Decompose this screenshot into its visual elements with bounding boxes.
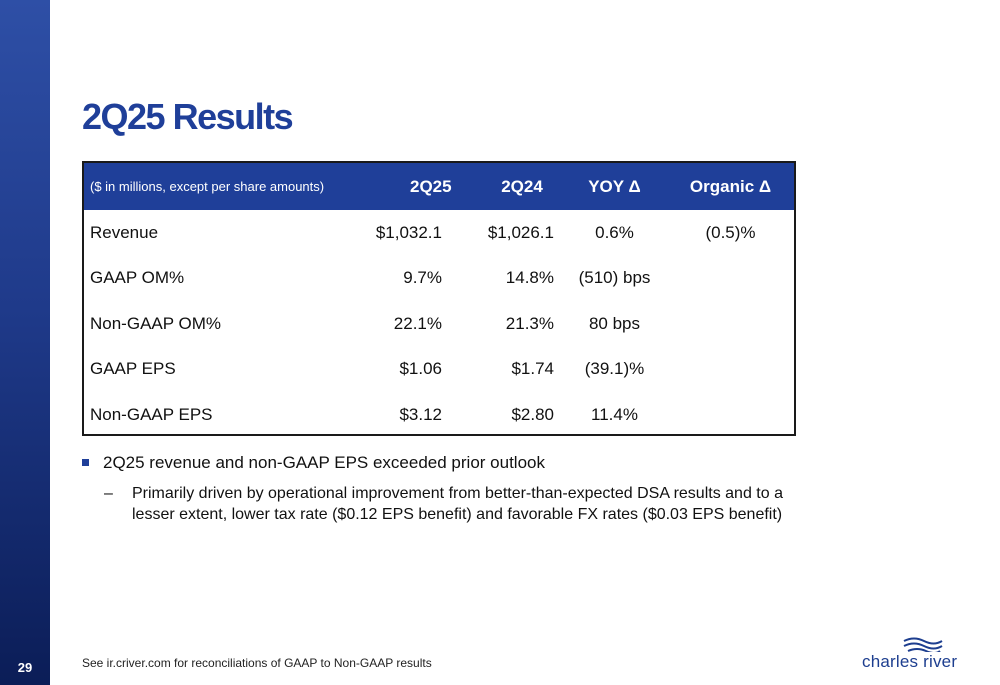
bullet-list: 2Q25 revenue and non-GAAP EPS exceeded p… bbox=[82, 453, 802, 525]
table-row: GAAP EPS $1.06 $1.74 (39.1)% bbox=[84, 347, 794, 393]
row-label: Non-GAAP OM% bbox=[90, 313, 222, 333]
row-label: GAAP EPS bbox=[90, 359, 176, 379]
row-label: Non-GAAP EPS bbox=[90, 404, 213, 424]
company-logo: charles river bbox=[862, 636, 982, 676]
cell-2q25: $3.12 bbox=[399, 404, 442, 424]
cell-2q25: $1.06 bbox=[399, 359, 442, 379]
cell-2q24: $1.74 bbox=[511, 359, 554, 379]
wave-logo-icon bbox=[903, 637, 943, 652]
table-header-row: ($ in millions, except per share amounts… bbox=[84, 163, 794, 210]
row-label: GAAP OM% bbox=[90, 268, 185, 288]
cell-2q25: 22.1% bbox=[393, 313, 442, 333]
table-row: Non-GAAP EPS $3.12 $2.80 11.4% bbox=[84, 392, 794, 438]
cell-2q25: $1,032.1 bbox=[375, 222, 442, 242]
cell-2q24: 21.3% bbox=[505, 313, 554, 333]
bullet-main-text: 2Q25 revenue and non-GAAP EPS exceeded p… bbox=[103, 453, 545, 472]
cell-organic: (0.5)% bbox=[705, 222, 756, 242]
table-row: GAAP OM% 9.7% 14.8% (510) bps bbox=[84, 256, 794, 302]
cell-yoy: 11.4% bbox=[591, 404, 638, 424]
sub-bullet-item: – Primarily driven by operational improv… bbox=[82, 483, 802, 525]
dash-bullet: – bbox=[104, 485, 113, 502]
cell-yoy: (39.1)% bbox=[584, 359, 645, 379]
square-bullet-icon bbox=[82, 459, 89, 466]
cell-2q24: 14.8% bbox=[505, 268, 554, 288]
cell-2q24: $2.80 bbox=[511, 404, 554, 424]
table-row: Revenue $1,032.1 $1,026.1 0.6% (0.5)% bbox=[84, 210, 794, 256]
cell-2q24: $1,026.1 bbox=[487, 222, 554, 242]
cell-yoy: 80 bps bbox=[588, 313, 641, 333]
header-organic-change: Organic Δ bbox=[689, 176, 772, 196]
header-2q24: 2Q24 bbox=[501, 176, 543, 196]
cell-yoy: 0.6% bbox=[595, 222, 634, 242]
row-label: Revenue bbox=[90, 222, 159, 242]
left-accent-bar: 29 bbox=[0, 0, 50, 685]
cell-yoy: (510) bps bbox=[578, 268, 651, 288]
footnote: See ir.criver.com for reconciliations of… bbox=[82, 656, 432, 670]
logo-text: charles river bbox=[862, 652, 958, 671]
sub-bullet-text: Primarily driven by operational improvem… bbox=[132, 485, 783, 523]
table-row: Non-GAAP OM% 22.1% 21.3% 80 bps bbox=[84, 301, 794, 347]
header-units-note: ($ in millions, except per share amounts… bbox=[90, 179, 325, 194]
results-table: ($ in millions, except per share amounts… bbox=[82, 161, 796, 436]
bullet-item: 2Q25 revenue and non-GAAP EPS exceeded p… bbox=[82, 453, 802, 473]
header-2q25: 2Q25 bbox=[410, 176, 452, 196]
page-title: 2Q25 Results bbox=[82, 96, 294, 137]
header-yoy-change: YOY Δ bbox=[588, 176, 641, 196]
cell-2q25: 9.7% bbox=[403, 268, 442, 288]
page-number: 29 bbox=[17, 660, 33, 675]
